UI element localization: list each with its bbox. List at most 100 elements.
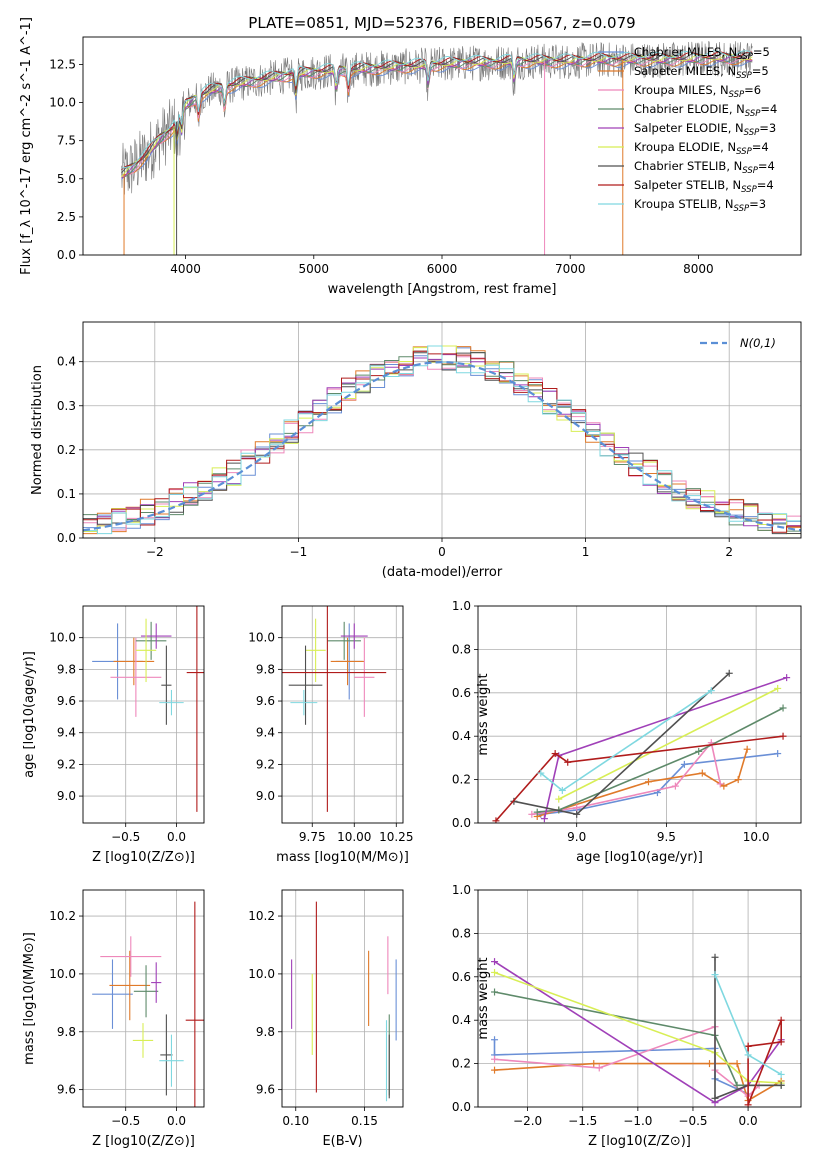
- axes-frame: [477, 889, 802, 1108]
- series-line-chabrier_stelib: [513, 672, 730, 816]
- series-line-chabrier_stelib: [714, 957, 782, 1100]
- x-axis-label: age [log10(age/yr)]: [576, 850, 703, 865]
- x-tick-label: −2.0: [513, 1114, 542, 1128]
- mass_vs_ebv-errorbars: [291, 901, 397, 1102]
- legend-subscript: SSP: [736, 71, 752, 81]
- x-tick-label: 8000: [683, 262, 714, 276]
- age_vs_z-errorbars: [92, 606, 204, 812]
- x-tick-label: 7000: [555, 262, 586, 276]
- x-axis-label: Z [log10(Z/Z⊙)]: [92, 1134, 195, 1149]
- legend-entry-chabrier_stelib: Chabrier STELIB, NSSP=4: [634, 159, 775, 176]
- weight_vs_age-panel: 9.0 9.5 10.0 0.0 0.2 0.4 0.6 0.8 1.0 age [log10(a…: [452, 599, 802, 865]
- y-tick-label: 10.0: [49, 631, 76, 645]
- x-tick-label: −0.5: [678, 1114, 707, 1128]
- y-tick-label: 0.4: [452, 729, 471, 743]
- x-tick-label: −1.0: [623, 1114, 652, 1128]
- legend-entry-salpeter_elodie: Salpeter ELODIE, NSSP=3: [634, 121, 776, 138]
- y-tick-label: 10.0: [248, 631, 275, 645]
- legend-count: =3: [749, 197, 766, 211]
- y-tick-label: 0.0: [57, 248, 76, 262]
- y-tick-label: 9.8: [256, 662, 275, 676]
- y-tick-label: 0.8: [452, 926, 471, 940]
- y-axis-label: mass weight: [476, 673, 491, 755]
- legend-entry-chabrier_miles: Chabrier MILES, NSSP=5: [634, 45, 770, 62]
- y-tick-label: 0.6: [452, 970, 471, 984]
- y-tick-label: 9.2: [256, 757, 275, 771]
- y-tick-label: 9.6: [57, 694, 76, 708]
- age_vs_mass-panel: 9.75 10.00 10.25 9.0 9.2 9.4 9.6 9.8 10.0 mass [l…: [248, 605, 413, 865]
- y-tick-label: 0.0: [57, 531, 76, 545]
- x-tick-label: 0.10: [282, 1114, 309, 1128]
- residual-histograms: [83, 345, 801, 535]
- legend-subscript: SSP: [742, 166, 758, 176]
- age_vs_z-panel: −0.5 0.0 9.0 9.2 9.4 9.6 9.8 10.0 Z [log10(Z/Z⊙)…: [22, 605, 205, 865]
- axes-frame: [82, 605, 205, 824]
- spectrum-panel: 4000 5000 6000 7000 8000 0.0 2.5 5.0 7.5 10.0 12.5…: [19, 14, 802, 297]
- spectrum-title: PLATE=0851, MJD=52376, FIBERID=0567, z=0…: [248, 14, 635, 32]
- series-line-salpeter_elodie: [543, 676, 787, 819]
- spectrum-model-kroupa_stelib: [121, 50, 753, 169]
- axes-frame: [281, 889, 404, 1108]
- y-tick-label: 0.4: [57, 355, 76, 369]
- legend-subscript: SSP: [741, 185, 757, 195]
- y-tick-label: 10.0: [49, 96, 76, 110]
- x-tick-label: 0.0: [167, 830, 186, 844]
- series-line-kroupa_miles: [494, 1025, 760, 1098]
- y-tick-label: 0.6: [452, 686, 471, 700]
- y-axis-label: mass [log10(M/M⊙)]: [22, 932, 37, 1065]
- legend-count: =4: [758, 159, 775, 173]
- series-line-salpeter_miles: [494, 1062, 782, 1102]
- legend-entry-chabrier_elodie: Chabrier ELODIE, NSSP=4: [634, 102, 777, 119]
- y-tick-label: 0.8: [452, 642, 471, 656]
- series-line-kroupa_elodie: [494, 971, 782, 1084]
- y-axis-label: age [log10(age/yr)]: [22, 651, 37, 778]
- legend-entry-kroupa_elodie: Kroupa ELODIE, NSSP=4: [634, 140, 769, 157]
- x-tick-label: −0.5: [111, 830, 140, 844]
- x-tick-label: 0: [438, 545, 446, 559]
- axes-frame: [281, 605, 404, 824]
- y-tick-label: 10.0: [49, 967, 76, 981]
- y-tick-label: 9.6: [256, 694, 275, 708]
- gaussian-curve: [83, 360, 801, 532]
- axes-frame: [82, 889, 205, 1108]
- x-axis-label: (data-model)/error: [382, 565, 503, 580]
- y-tick-label: 0.0: [452, 816, 471, 830]
- x-tick-label: 6000: [427, 262, 458, 276]
- series-line-salpeter_stelib: [495, 735, 784, 822]
- x-tick-label: −1.5: [568, 1114, 597, 1128]
- legend-subscript: SSP: [744, 128, 760, 138]
- x-tick-label: 2: [725, 545, 733, 559]
- y-tick-label: 0.2: [452, 773, 471, 787]
- weight_vs_age-lines: [492, 669, 791, 823]
- x-tick-label: −2: [146, 545, 164, 559]
- axes-frame: [82, 321, 802, 539]
- legend-subscript: SSP: [729, 90, 745, 100]
- x-axis-label: wavelength [Angstrom, rest frame]: [328, 282, 557, 297]
- y-axis-label: Normed distribution: [30, 365, 45, 495]
- y-tick-label: 9.2: [57, 757, 76, 771]
- y-tick-label: 10.2: [49, 909, 76, 923]
- x-tick-label: 5000: [299, 262, 330, 276]
- x-axis-label: Z [log10(Z/Z⊙)]: [588, 1134, 691, 1149]
- legend-count: =5: [752, 64, 769, 78]
- residuals-panel: −2 −1 0 1 2 0.0 0.1 0.2 0.3 0.4 (data-model)/error…: [30, 321, 802, 580]
- x-axis-label: E(B-V): [322, 1134, 362, 1149]
- y-tick-label: 7.5: [57, 134, 76, 148]
- legend-entry-salpeter_miles: Salpeter MILES, NSSP=5: [634, 64, 769, 81]
- mass_vs_ebv-panel: 0.10 0.15 9.6 9.8 10.0 10.2 E(B-V): [248, 889, 404, 1149]
- legend-count: =4: [760, 102, 777, 116]
- x-tick-label: 9.0: [567, 830, 586, 844]
- y-tick-label: 0.4: [452, 1013, 471, 1027]
- x-tick-label: 10.00: [337, 830, 371, 844]
- x-tick-label: −1: [290, 545, 308, 559]
- mass_vs_z-panel: −0.5 0.0 9.6 9.8 10.0 10.2 Z [log10(Z/Z⊙)] mass…: [22, 889, 205, 1149]
- weight_vs_z-panel: −2.0 −1.5 −1.0 −0.5 0.0 0.0 0.2 0.4 0.6 0.8 1.0 Z […: [452, 883, 802, 1149]
- legend-subscript: SSP: [736, 147, 752, 157]
- y-tick-label: 9.4: [256, 726, 275, 740]
- residuals-legend: N(0,1): [700, 336, 776, 350]
- x-tick-label: 10.0: [743, 830, 770, 844]
- spectrum-legend: Chabrier MILES, NSSP=5 Salpeter MILES, NS…: [598, 45, 777, 214]
- y-tick-label: 12.5: [49, 57, 76, 71]
- axes-frame: [477, 605, 802, 824]
- legend-subscript: SSP: [745, 109, 761, 119]
